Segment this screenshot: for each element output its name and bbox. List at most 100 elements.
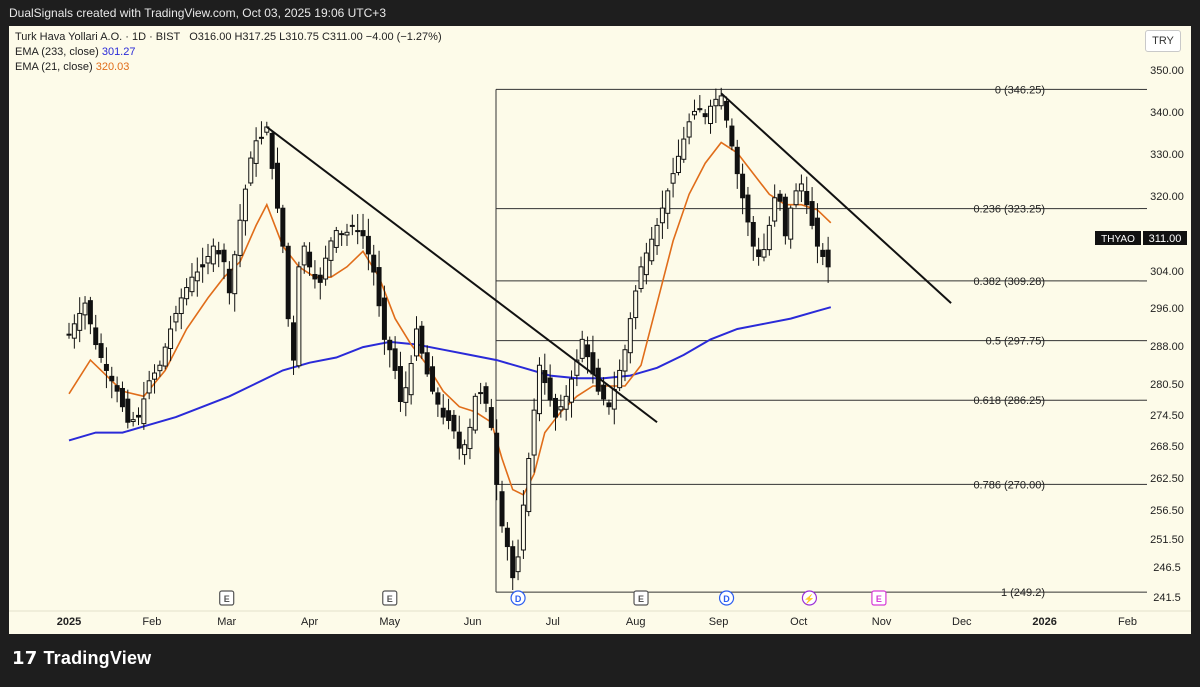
ema-long-label: EMA (233, close) (15, 46, 99, 58)
candle-body (103, 363, 109, 371)
candle-body (788, 207, 794, 240)
candle-body (585, 344, 591, 358)
candle-body (344, 231, 350, 236)
chart-panel[interactable]: 350.00340.00330.00320.00310.00304.00296.… (9, 26, 1191, 634)
candle-body (499, 491, 505, 527)
chart-legend: Turk Hava Yollari A.O. · 1D · BIST O316.… (15, 30, 442, 75)
candle-body (82, 302, 88, 316)
tradingview-logo-icon: 𝟭𝟳 (12, 648, 38, 668)
earnings-event-icon (382, 590, 398, 606)
price-chart[interactable]: 350.00340.00330.00320.00310.00304.00296.… (9, 26, 1191, 634)
candle-body (328, 240, 334, 261)
candle-body (547, 377, 553, 401)
candle-body (569, 378, 575, 403)
candle-body (440, 407, 446, 418)
earnings-event-icon (219, 590, 235, 606)
ema-short-value: 320.03 (95, 61, 130, 73)
candle-body (579, 338, 585, 359)
candle-body (312, 273, 318, 280)
time-axis-label: Sep (709, 616, 729, 628)
currency-button[interactable]: TRY (1145, 30, 1181, 52)
candle-body (200, 264, 206, 268)
ema-short-row: EMA (21, close) 320.03 (15, 60, 442, 75)
tradingview-brand[interactable]: 𝟭𝟳 TradingView (12, 648, 151, 669)
event-label: E (638, 594, 644, 604)
candle-body (71, 323, 77, 339)
candle-body (681, 138, 687, 160)
candle-body (825, 249, 831, 268)
candle-body (173, 312, 179, 323)
candle-body (483, 386, 489, 404)
candle-body (152, 372, 158, 380)
candle-body (221, 249, 227, 263)
time-axis-label: Feb (1118, 616, 1137, 628)
trendline (266, 126, 658, 424)
candle-body (194, 271, 200, 282)
candle-body (360, 230, 366, 237)
ohlc-values: O316.00 H317.25 L310.75 C311.00 −4.00 (−… (189, 31, 442, 43)
price-tick-label: 246.5 (1153, 562, 1181, 574)
candle-body (365, 235, 371, 255)
event-label: ⚡ (804, 593, 815, 605)
candle-body (371, 254, 377, 273)
price-tick-label: 251.50 (1150, 534, 1184, 546)
fib-level-label: 1 (249.2) (1001, 587, 1045, 599)
candle-body (638, 266, 644, 290)
candle-body (456, 431, 462, 449)
earnings-event-icon (871, 590, 887, 606)
candle-body (355, 230, 361, 233)
candle-body (729, 125, 735, 147)
time-axis-label: May (379, 616, 400, 628)
time-axis-label: Apr (301, 616, 318, 628)
ema-long-row: EMA (233, close) 301.27 (15, 45, 442, 60)
candle-body (606, 402, 612, 408)
candle-body (392, 348, 398, 371)
time-axis-label: Feb (142, 616, 161, 628)
candle-body (419, 325, 425, 354)
brand-name: TradingView (43, 648, 152, 668)
candle-body (761, 249, 767, 258)
fib-level-label: 0.382 (309.28) (973, 276, 1045, 288)
candle-body (135, 414, 141, 418)
candle-body (253, 140, 259, 164)
candle-body (157, 364, 163, 372)
time-axis-label: Oct (790, 616, 807, 628)
candle-body (590, 352, 596, 375)
candle-body (237, 219, 243, 256)
ema-21-line (68, 141, 832, 496)
event-label: E (876, 594, 882, 604)
price-tick-label: 280.50 (1150, 379, 1184, 391)
candle-body (574, 359, 580, 376)
price-tick-label: 274.50 (1150, 410, 1184, 422)
candle-body (274, 162, 280, 209)
time-axis-label: Jul (546, 616, 560, 628)
candle-body (280, 207, 286, 247)
candle-body (622, 349, 628, 372)
last-price-label: 311.00 (1149, 233, 1182, 245)
candle-body (531, 409, 537, 456)
event-label: D (723, 594, 730, 604)
fib-level-label: 0 (346.25) (995, 84, 1045, 96)
candle-body (248, 157, 254, 184)
time-axis-label: Dec (952, 616, 972, 628)
candle-body (654, 224, 660, 247)
candle-body (446, 410, 452, 422)
candle-body (536, 364, 542, 415)
fib-level-label: 0.5 (297.75) (986, 336, 1045, 348)
candle-body (675, 155, 681, 174)
candle-body (633, 290, 639, 319)
candle-body (766, 224, 772, 251)
candle-body (462, 444, 468, 456)
candle-body (601, 384, 607, 400)
event-label: E (387, 594, 393, 604)
price-tick-label: 304.00 (1150, 266, 1184, 278)
candle-body (93, 327, 99, 346)
fib-level-label: 0.618 (286.25) (973, 395, 1045, 407)
candle-body (408, 363, 414, 396)
candle-body (130, 419, 136, 423)
price-tick-label: 320.00 (1150, 191, 1184, 203)
candle-body (307, 251, 313, 268)
candle-body (552, 397, 558, 418)
candle-body (820, 249, 826, 257)
candle-body (98, 343, 104, 358)
